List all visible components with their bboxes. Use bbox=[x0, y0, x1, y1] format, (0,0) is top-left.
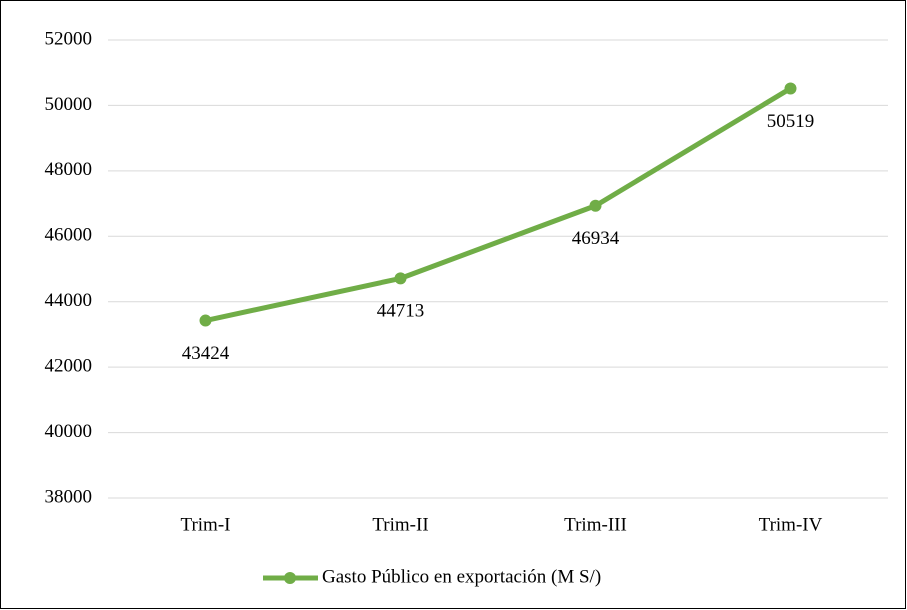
point bbox=[199, 314, 212, 327]
y-tick-label: 40000 bbox=[45, 421, 93, 442]
legend-marker bbox=[284, 572, 296, 584]
x-tick-label: Trim-II bbox=[372, 514, 428, 535]
legend-label: Gasto Público en exportación (M S/) bbox=[322, 566, 601, 587]
y-tick-label: 52000 bbox=[45, 28, 93, 49]
x-tick-label: Trim-III bbox=[564, 514, 627, 535]
y-tick-label: 46000 bbox=[45, 225, 93, 246]
data-label: 44713 bbox=[377, 301, 425, 322]
x-tick-label: Trim-IV bbox=[759, 514, 823, 535]
y-tick-label: 48000 bbox=[45, 159, 93, 180]
y-tick-label: 42000 bbox=[45, 356, 93, 377]
point bbox=[394, 272, 407, 285]
data-label: 50519 bbox=[767, 111, 815, 132]
y-tick-label: 50000 bbox=[45, 94, 93, 115]
series-line bbox=[204, 86, 792, 324]
data-label: 43424 bbox=[182, 343, 230, 364]
point bbox=[589, 199, 602, 212]
data-label: 46934 bbox=[572, 228, 620, 249]
y-tick-label: 38000 bbox=[45, 486, 93, 507]
x-tick-label: Trim-I bbox=[181, 514, 231, 535]
y-tick-label: 44000 bbox=[45, 290, 93, 311]
point bbox=[784, 82, 797, 95]
